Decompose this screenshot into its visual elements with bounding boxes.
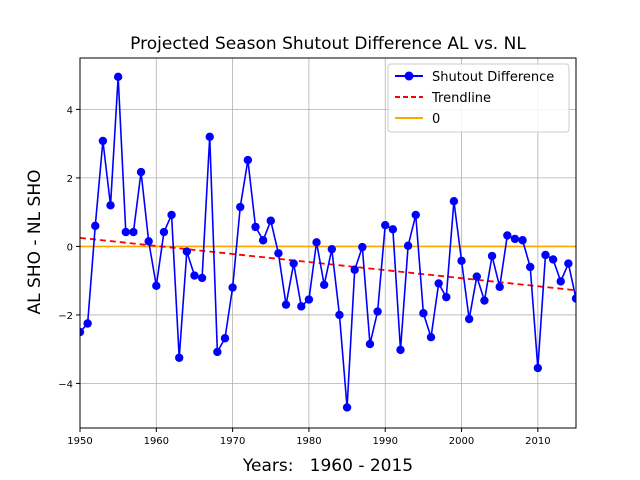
data-point xyxy=(175,353,184,362)
y-tick-label: 4 xyxy=(67,105,73,116)
data-point xyxy=(304,295,314,304)
data-point xyxy=(182,247,192,256)
data-point xyxy=(91,221,100,231)
data-point xyxy=(335,310,344,320)
data-point xyxy=(236,202,245,212)
legend: Shutout Difference Trendline 0 xyxy=(387,63,570,133)
data-point xyxy=(472,272,481,281)
data-point xyxy=(533,363,543,373)
data-point xyxy=(365,339,375,349)
y-tick-label: 0 xyxy=(67,242,73,253)
data-point xyxy=(457,256,466,266)
data-point xyxy=(350,265,359,274)
legend-label-shutout-difference: Shutout Difference xyxy=(432,70,554,85)
data-point xyxy=(548,255,558,264)
data-point xyxy=(144,237,153,246)
data-point xyxy=(442,292,451,302)
x-axis-label: Years: 1960 - 2015 xyxy=(242,456,413,476)
data-point xyxy=(220,334,230,343)
data-point xyxy=(388,225,398,234)
data-point xyxy=(251,222,260,232)
data-point xyxy=(342,403,352,412)
data-point xyxy=(411,210,420,220)
data-point xyxy=(83,319,92,328)
legend-marker-shutout-difference xyxy=(404,71,414,81)
data-point xyxy=(159,227,169,237)
y-axis-label: AL SHO - NL SHO xyxy=(25,170,45,315)
data-point xyxy=(129,227,138,237)
x-tick-label: 2010 xyxy=(525,436,550,447)
data-point xyxy=(266,216,275,225)
data-point xyxy=(434,279,443,288)
data-point xyxy=(526,262,535,272)
data-point xyxy=(449,197,459,206)
data-point xyxy=(258,236,268,245)
x-tick-label: 1960 xyxy=(144,436,169,447)
data-point xyxy=(564,259,573,268)
legend-label-zero-line: 0 xyxy=(432,112,440,127)
data-point xyxy=(541,250,550,260)
shutout-difference-line xyxy=(80,76,576,408)
data-point xyxy=(495,282,504,292)
x-tick-label: 2000 xyxy=(449,436,474,447)
y-tick-label: 2 xyxy=(67,174,73,185)
data-point xyxy=(426,333,436,342)
data-point xyxy=(205,132,214,141)
data-point xyxy=(243,155,253,165)
data-point xyxy=(503,231,512,240)
data-point xyxy=(419,309,428,318)
data-point xyxy=(136,167,146,177)
data-point xyxy=(167,210,176,220)
data-point xyxy=(381,220,390,230)
chart-title: Projected Season Shutout Difference AL v… xyxy=(130,34,526,54)
data-point xyxy=(396,345,405,355)
data-point xyxy=(152,281,161,291)
data-point xyxy=(113,72,123,82)
legend-box xyxy=(387,63,570,133)
data-point xyxy=(312,238,321,247)
axis-ticks: 1950 1960 1970 1980 1990 2000 2010 −4 −2 0 2 4 xyxy=(58,105,550,447)
data-point xyxy=(190,271,199,280)
data-point xyxy=(556,277,565,286)
data-point xyxy=(274,249,283,258)
y-tick-label: −2 xyxy=(58,311,73,322)
plot-series-group xyxy=(80,72,576,412)
data-point xyxy=(480,296,489,305)
data-point xyxy=(80,327,85,337)
legend-label-trendline: Trendline xyxy=(431,91,491,106)
data-point xyxy=(571,294,576,303)
x-tick-label: 1970 xyxy=(220,436,245,447)
data-point xyxy=(281,300,291,309)
data-point xyxy=(297,302,306,311)
data-point xyxy=(327,244,337,254)
data-point xyxy=(487,251,497,261)
data-point xyxy=(98,136,108,146)
data-point xyxy=(197,273,207,283)
y-tick-label: −4 xyxy=(58,379,73,390)
data-point xyxy=(518,236,527,245)
plot-frame xyxy=(79,57,577,429)
data-point xyxy=(289,259,298,268)
x-tick-label: 1980 xyxy=(296,436,321,447)
data-point xyxy=(403,241,413,250)
data-point xyxy=(373,307,382,316)
data-point xyxy=(106,201,115,210)
data-point xyxy=(228,283,237,292)
data-point xyxy=(319,280,329,289)
x-tick-label: 1950 xyxy=(67,436,92,447)
x-tick-label: 1990 xyxy=(373,436,398,447)
data-point xyxy=(464,314,474,324)
data-point xyxy=(213,347,222,357)
data-point xyxy=(358,242,367,252)
data-point xyxy=(121,227,130,237)
data-point xyxy=(510,234,520,244)
